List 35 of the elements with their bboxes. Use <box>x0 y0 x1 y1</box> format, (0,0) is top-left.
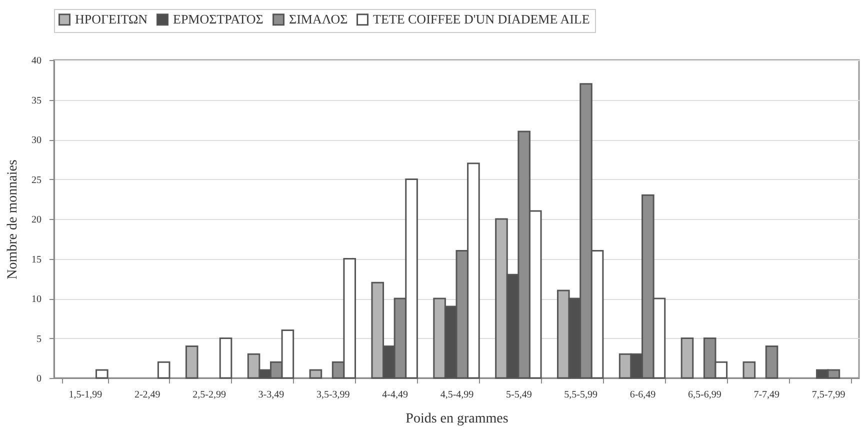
bar <box>96 369 108 379</box>
legend-label: ΕΡΜΟΣΤΡΑΤΟΣ <box>173 12 264 27</box>
x-tick-label: 7-7,49 <box>754 390 780 400</box>
bar <box>309 369 322 379</box>
y-tick-label: 30 <box>32 135 42 146</box>
y-tick-label: 10 <box>32 294 42 305</box>
y-tick-label: 15 <box>32 254 42 266</box>
y-tick-label: 0 <box>36 374 42 384</box>
x-tick-label: 5-5,49 <box>506 390 532 400</box>
x-tick-label: 2,5-2,99 <box>192 390 226 400</box>
x-tick-label: 4-4,49 <box>382 390 408 400</box>
x-tick-label: 4,5-4,99 <box>440 390 474 400</box>
x-tick-label: 5,5-5,99 <box>564 390 598 400</box>
x-tick-label: 6-6,49 <box>630 390 656 400</box>
x-tick-label: 6,5-6,99 <box>688 390 722 400</box>
legend-label: ΣΙΜΑΛΟΣ <box>289 12 348 27</box>
legend-label: TETE COIFFEE D'UN DIADEME AILE <box>373 12 590 27</box>
bar <box>157 361 170 379</box>
x-tick-label: 7,5-7,99 <box>812 390 846 400</box>
legend-label: ΗΡΟΓΕΙΤΩΝ <box>75 12 148 27</box>
x-axis-title: Poids en grammes <box>406 412 508 426</box>
y-tick-label: 25 <box>32 174 42 186</box>
x-tick-label: 3-3,49 <box>258 390 284 400</box>
bar <box>219 338 232 379</box>
bar <box>185 345 198 379</box>
y-tick-label: 20 <box>32 214 42 226</box>
y-axis-title: Nombre de monnaies <box>6 160 20 280</box>
x-tick-label: 2-2,49 <box>134 390 160 400</box>
bar <box>680 338 694 379</box>
y-tick-label: 40 <box>32 56 42 66</box>
y-tick-label: 5 <box>36 334 42 345</box>
x-tick-label: 3,5-3,99 <box>316 390 350 400</box>
y-tick-label: 35 <box>32 95 42 106</box>
x-tick-label: 1,5-1,99 <box>68 390 102 400</box>
bar <box>742 361 756 379</box>
